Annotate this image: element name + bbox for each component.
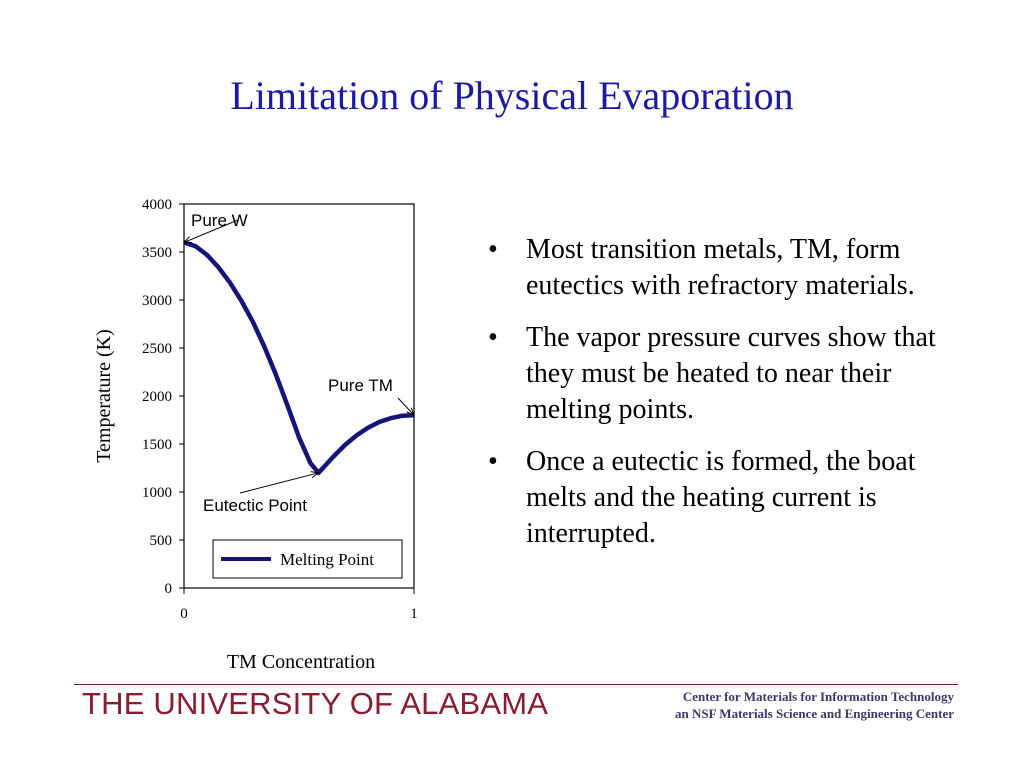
y-tick-label: 500 [150,533,173,549]
y-tick-label: 0 [165,581,173,597]
x-tick-label: 0 [180,606,188,622]
y-tick-label: 1500 [142,437,172,453]
center-name: Center for Materials for Information Tec… [682,689,954,704]
center-subtitle: an NSF Materials Science and Engineering… [675,706,954,721]
annotation-label: Pure TM [328,376,393,395]
bullet-list: • Most transition metals, TM, form eutect… [480,232,950,568]
y-tick-label: 2500 [142,341,172,357]
y-tick-label: 1000 [142,485,172,501]
y-tick-label: 2000 [142,389,172,405]
x-tick-label: 1 [410,606,418,622]
y-tick-label: 4000 [142,197,172,213]
annotation-arrowhead [406,407,415,417]
annotation-label: Pure W [191,211,248,230]
bullet-item: • Once a eutectic is formed, the boat mel… [480,444,950,552]
annotation-leader [239,472,319,494]
melting-point-curve [183,240,415,476]
bullet-dot: • [488,446,498,477]
center-affiliation: Center for Materials for Information Tec… [675,688,954,722]
annotation-arrowhead [310,471,320,479]
bullet-text: The vapor pressure curves show that they… [526,322,936,425]
y-tick-label: 3500 [142,245,172,261]
bullet-item: • The vapor pressure curves show that the… [480,320,950,428]
bullet-dot: • [488,322,498,353]
bullet-text: Most transition metals, TM, form eutecti… [526,234,915,301]
annotation-arrowhead [182,236,193,243]
chart-annotations: Pure W Pure TM Eutectic Point [182,211,415,515]
y-axis-ticks: 0 500 1000 1500 2000 2500 3000 3500 4000 [142,197,184,597]
annotation-leader [397,397,415,416]
bullet-text: Once a eutectic is formed, the boat melt… [526,446,916,549]
legend-label: Melting Point [280,550,374,569]
slide-title: Limitation of Physical Evaporation [230,73,794,118]
annotation-leader [183,219,239,243]
x-axis-label: TM Concentration [227,651,375,673]
chart-legend: Melting Point [212,539,403,579]
bullet-item: • Most transition metals, TM, form eutect… [480,232,950,304]
annotation-label: Eutectic Point [203,496,307,515]
plot-frame [183,203,415,589]
bullet-dot: • [488,234,498,265]
footer-divider [74,684,958,685]
y-tick-label: 3000 [142,293,172,309]
y-axis-label: Temperature (K) [93,329,115,463]
university-logo-text: THE UNIVERSITY OF ALABAMA [82,686,549,721]
